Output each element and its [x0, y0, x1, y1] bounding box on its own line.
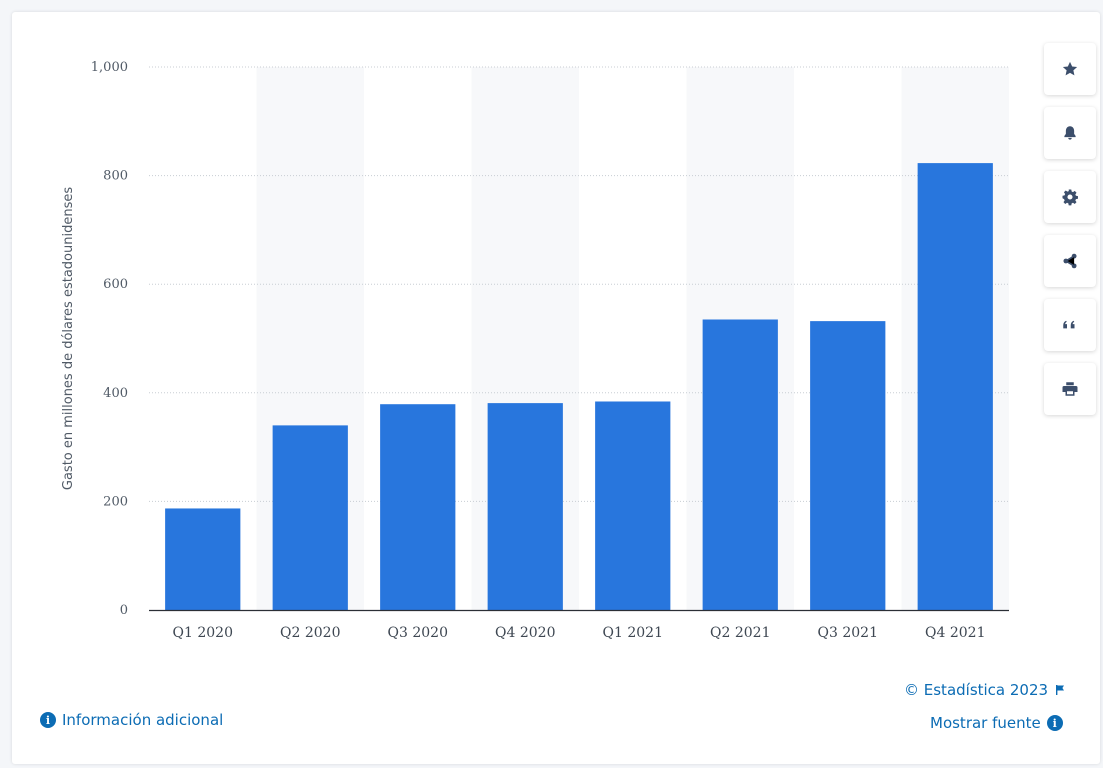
y-axis-label: Gasto en millones de dólares estadounide…	[61, 187, 76, 490]
bell-icon	[1064, 126, 1076, 140]
cite-button[interactable]	[1044, 299, 1096, 351]
x-axis-ticks: Q1 2020 Q2 2020 Q3 2020 Q4 2020 Q1 2021 Q2 20…	[173, 625, 986, 641]
copyright-text: © Estadística 2023	[904, 681, 1049, 699]
side-toolbar	[1044, 43, 1096, 415]
x-tick-label: Q4 2021	[925, 625, 985, 641]
bar[interactable]	[272, 425, 348, 610]
x-tick-label: Q2 2020	[280, 625, 340, 641]
show-source-link[interactable]: Mostrar fuente i	[930, 714, 1063, 732]
x-tick-label: Q2 2021	[710, 625, 770, 641]
more-info-link[interactable]: i Información adicional	[40, 711, 223, 729]
y-tick-label: 800	[103, 169, 128, 184]
y-tick-label: 1,000	[91, 60, 128, 75]
x-tick-label: Q1 2020	[173, 625, 233, 641]
print-button[interactable]	[1044, 363, 1096, 415]
gear-icon	[1062, 189, 1078, 206]
x-tick-label: Q1 2021	[603, 625, 663, 641]
chart-card: 0 200 400 600 800 1,000 Q1 2020 Q2 2020 Q3 2020…	[12, 12, 1100, 764]
x-tick-label: Q3 2021	[818, 625, 878, 641]
bar[interactable]	[380, 404, 456, 610]
more-info-label: Información adicional	[62, 711, 224, 729]
bar[interactable]	[917, 163, 993, 610]
notification-button[interactable]	[1044, 107, 1096, 159]
chart-gridlines	[149, 66, 1009, 502]
favorite-button[interactable]	[1044, 43, 1096, 95]
bar-chart: 0 200 400 600 800 1,000 Q1 2020 Q2 2020 Q3 2020…	[61, 60, 1009, 641]
share-button[interactable]	[1044, 235, 1096, 287]
info-icon: i	[40, 712, 56, 728]
flag-icon	[1056, 685, 1065, 695]
y-tick-label: 200	[103, 494, 128, 509]
bar[interactable]	[165, 508, 241, 610]
bar[interactable]	[810, 321, 886, 610]
x-tick-label: Q3 2020	[388, 625, 448, 641]
bar[interactable]	[702, 319, 778, 610]
y-axis-ticks: 0 200 400 600 800 1,000	[91, 60, 128, 618]
show-source-label: Mostrar fuente	[930, 714, 1041, 732]
info-icon: i	[1046, 715, 1063, 731]
y-tick-label: 0	[120, 603, 128, 618]
chart-bars	[165, 163, 993, 610]
y-tick-label: 400	[103, 386, 128, 401]
bar[interactable]	[487, 403, 563, 610]
share-icon	[1063, 253, 1077, 269]
copyright-link[interactable]: © Estadística 2023	[904, 681, 1066, 699]
star-icon	[1062, 61, 1078, 76]
x-tick-label: Q4 2020	[495, 625, 555, 641]
settings-button[interactable]	[1044, 171, 1096, 223]
bar[interactable]	[595, 401, 671, 610]
y-tick-label: 600	[103, 277, 128, 292]
print-icon	[1062, 382, 1078, 396]
quote-icon	[1063, 320, 1075, 329]
